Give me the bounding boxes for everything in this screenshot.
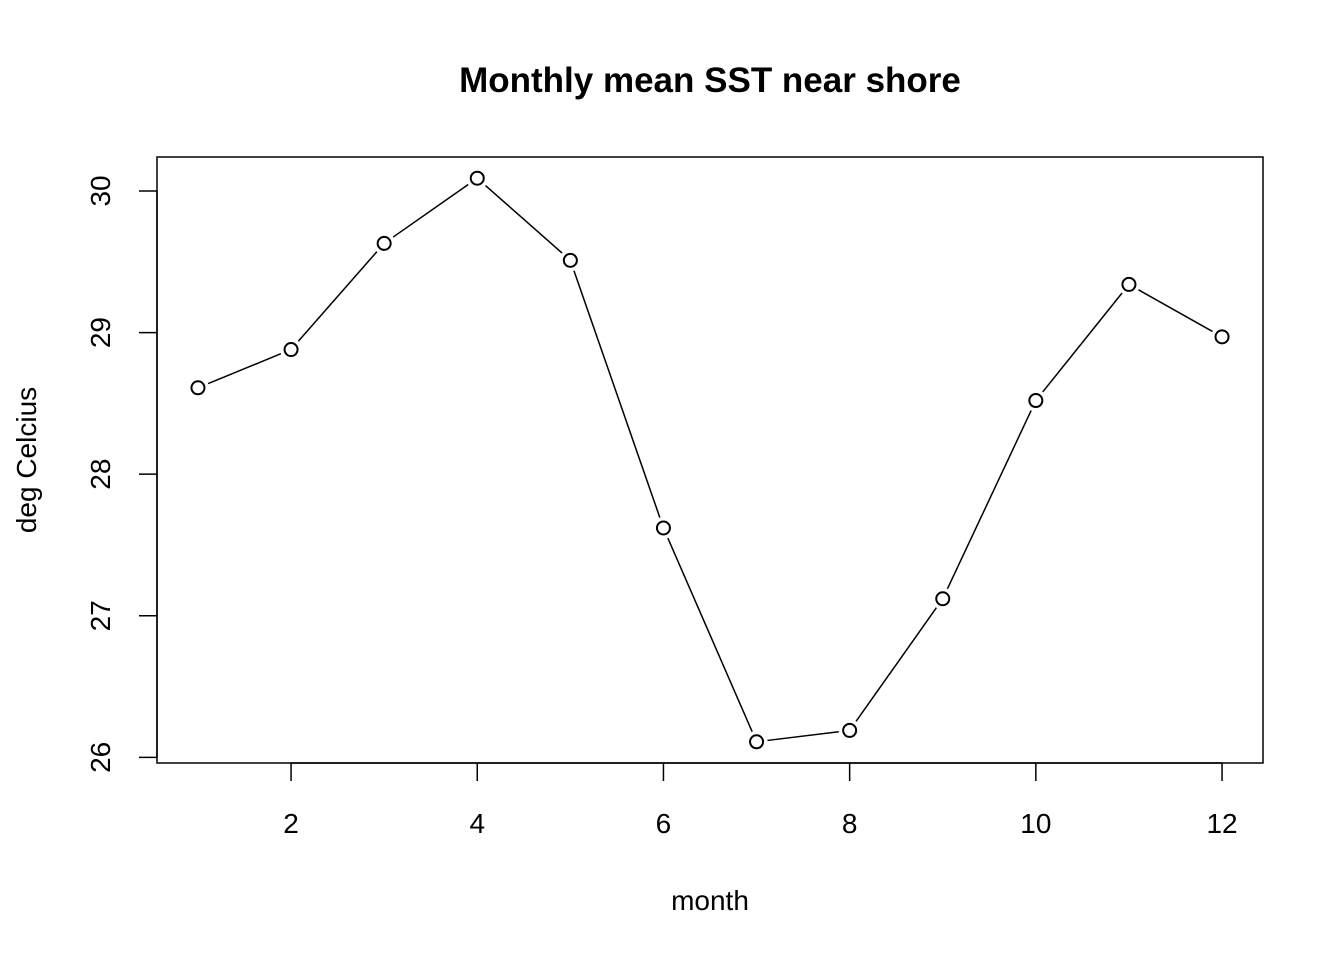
series-line-segment: [207, 353, 282, 385]
data-point: [842, 722, 858, 738]
series-line-segment: [485, 184, 563, 254]
data-point: [1121, 276, 1137, 292]
data-point: [376, 235, 392, 251]
y-tick-label: 26: [85, 742, 116, 773]
y-tick-label: 30: [85, 175, 116, 206]
series-line-segment: [573, 270, 661, 518]
data-point: [1028, 393, 1044, 409]
series-line-segment: [855, 607, 938, 722]
x-axis-label: month: [671, 885, 749, 916]
series-line-segment: [1042, 292, 1123, 393]
x-axis: 2 4 6 8 10 12: [283, 762, 1238, 839]
series-line-segment: [392, 183, 469, 238]
series-line-group: [190, 170, 1230, 750]
x-tick-label: 12: [1206, 808, 1237, 839]
series-line-segment: [297, 251, 378, 342]
y-tick-label: 27: [85, 600, 116, 631]
data-point: [190, 380, 206, 396]
series-line-segment: [946, 410, 1032, 590]
x-tick-label: 6: [656, 808, 672, 839]
x-tick-label: 2: [283, 808, 299, 839]
y-tick-label: 28: [85, 459, 116, 490]
series-line-segment: [1138, 289, 1213, 333]
y-tick-label: 29: [85, 317, 116, 348]
series-line-segment: [767, 731, 839, 742]
chart-title: Monthly mean SST near shore: [459, 61, 961, 100]
data-point: [469, 170, 485, 186]
plot-frame: [156, 156, 1264, 764]
x-tick-label: 10: [1020, 808, 1051, 839]
data-point: [1214, 329, 1230, 345]
data-point: [655, 520, 671, 536]
data-point: [562, 252, 578, 268]
data-point: [935, 591, 951, 607]
series-line-segment: [667, 537, 753, 732]
x-tick-label: 4: [469, 808, 485, 839]
y-axis: 26 27 28 29 30: [85, 175, 158, 773]
x-tick-label: 8: [842, 808, 858, 839]
y-axis-label: deg Celcius: [11, 387, 42, 533]
data-point: [749, 734, 765, 750]
data-point: [283, 342, 299, 358]
